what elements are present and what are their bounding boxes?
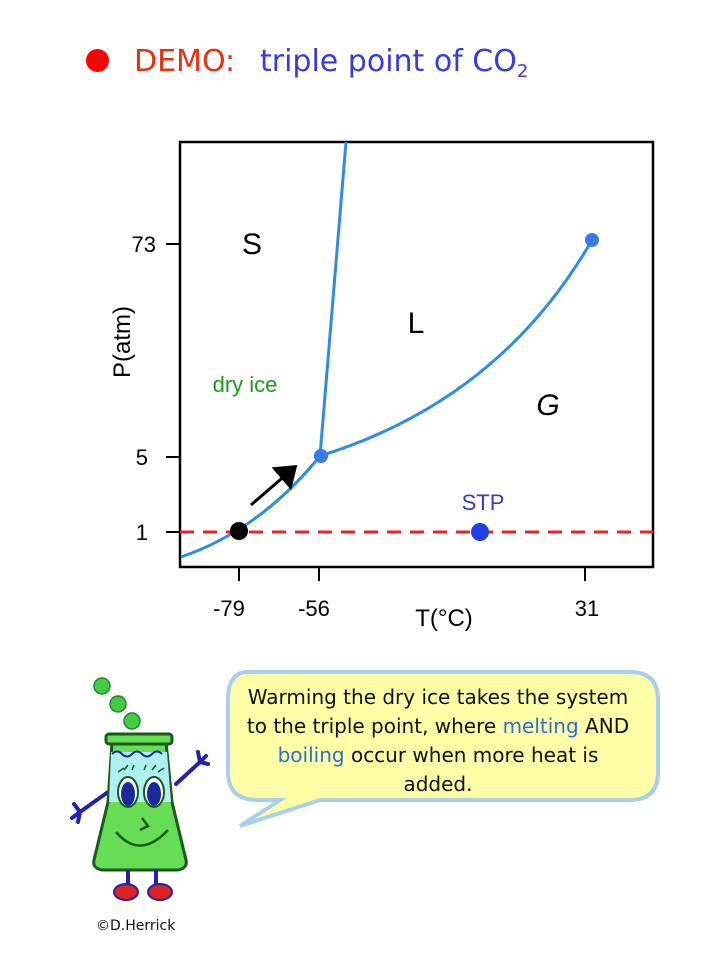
region-label-liquid: L: [408, 307, 425, 340]
flask-rim-icon: [104, 732, 174, 746]
bubble-word-melting: melting: [502, 714, 579, 738]
slide-title: DEMO: triple point of CO2: [0, 0, 720, 110]
x-axis-label: T(°C): [415, 605, 473, 632]
point-critical: [585, 233, 599, 247]
y-tick-label-1: 1: [136, 520, 148, 545]
plot-frame: [178, 140, 655, 569]
vaporization-curve: [319, 239, 594, 458]
region-label-gas: G: [536, 389, 559, 422]
speech-bubble: [226, 670, 660, 828]
x-tick-label-neg56: -56: [298, 596, 330, 621]
bullet-dot: [86, 49, 109, 72]
x-tick-label-31: 31: [575, 596, 599, 621]
smile-icon: [115, 829, 169, 847]
warming-arrow: [250, 465, 298, 507]
copyright-credit: ©D.Herrick: [96, 918, 176, 934]
point-dry-ice: [230, 522, 248, 540]
bubble-text-part1: Warming the dry ice takes the system to …: [246, 685, 629, 738]
title-subscript: 2: [516, 61, 529, 82]
melting-curve: [318, 141, 348, 457]
stp-label: STP: [462, 490, 505, 515]
beaker-mascot-illustration: [70, 677, 210, 901]
y-tick-label-5: 5: [136, 445, 148, 470]
point-triple: [314, 449, 328, 463]
bubble-word-boiling: boiling: [277, 743, 345, 767]
region-label-solid: S: [242, 228, 262, 261]
bubble-icon: [109, 695, 127, 713]
title-text: triple point of CO2: [260, 44, 528, 82]
bubble-icon: [93, 677, 111, 695]
point-stp: [471, 523, 489, 541]
x-tick-label-neg79: -79: [213, 596, 245, 621]
y-axis-label: P(atm): [109, 306, 136, 378]
title-main: triple point of CO: [260, 44, 517, 79]
title-prefix: DEMO:: [134, 44, 236, 79]
nose-icon: [139, 817, 150, 832]
y-tick-label-73: 73: [132, 232, 156, 257]
left-arm-icon: [70, 790, 110, 824]
sublimation-curve: [180, 455, 322, 559]
bubble-icon: [123, 712, 141, 730]
dry-ice-label: dry ice: [213, 372, 278, 397]
right-arm-icon: [174, 750, 210, 786]
speech-bubble-text: Warming the dry ice takes the system to …: [246, 683, 630, 799]
phase-diagram: 73 5 1 -79 -56 31 T(°C) P(atm) S L G dry…: [109, 140, 655, 632]
right-shoe-icon: [147, 883, 173, 901]
left-shoe-icon: [113, 883, 139, 901]
bubble-text-part2: AND: [578, 714, 630, 738]
bubble-text-part3: occur when more heat is added.: [344, 743, 599, 796]
